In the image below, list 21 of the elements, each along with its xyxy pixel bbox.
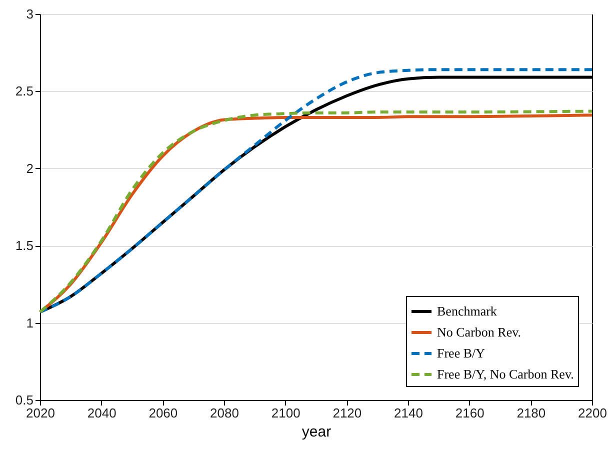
x-axis-title: year (302, 424, 332, 440)
legend-label: Free B/Y (437, 346, 486, 360)
y-tick-label: 2.5 (15, 84, 34, 99)
y-tick-label: 1.5 (15, 238, 34, 254)
x-tick-label: 2180 (516, 406, 546, 420)
legend-label: Benchmark (437, 304, 498, 318)
legend-label: Free B/Y, No Carbon Rev. (437, 366, 574, 382)
x-tick-label: 2100 (271, 406, 300, 420)
x-tick-label: 2020 (26, 406, 55, 420)
x-tick-label: 2040 (87, 406, 116, 420)
y-tick-label: 0.5 (15, 392, 34, 408)
x-tick-label: 2120 (332, 406, 362, 420)
x-tick-label: 2080 (210, 406, 239, 420)
x-tick-label: 2200 (578, 406, 607, 420)
y-tick-label: 3 (26, 6, 34, 22)
x-tick-label: 2060 (148, 406, 178, 420)
legend-label: No Carbon Rev. (437, 324, 522, 340)
y-tick-label: 1 (26, 315, 34, 330)
y-tick-label: 2 (26, 160, 34, 176)
x-tick-label: 2140 (394, 406, 423, 420)
x-tick-label: 2160 (455, 406, 484, 420)
